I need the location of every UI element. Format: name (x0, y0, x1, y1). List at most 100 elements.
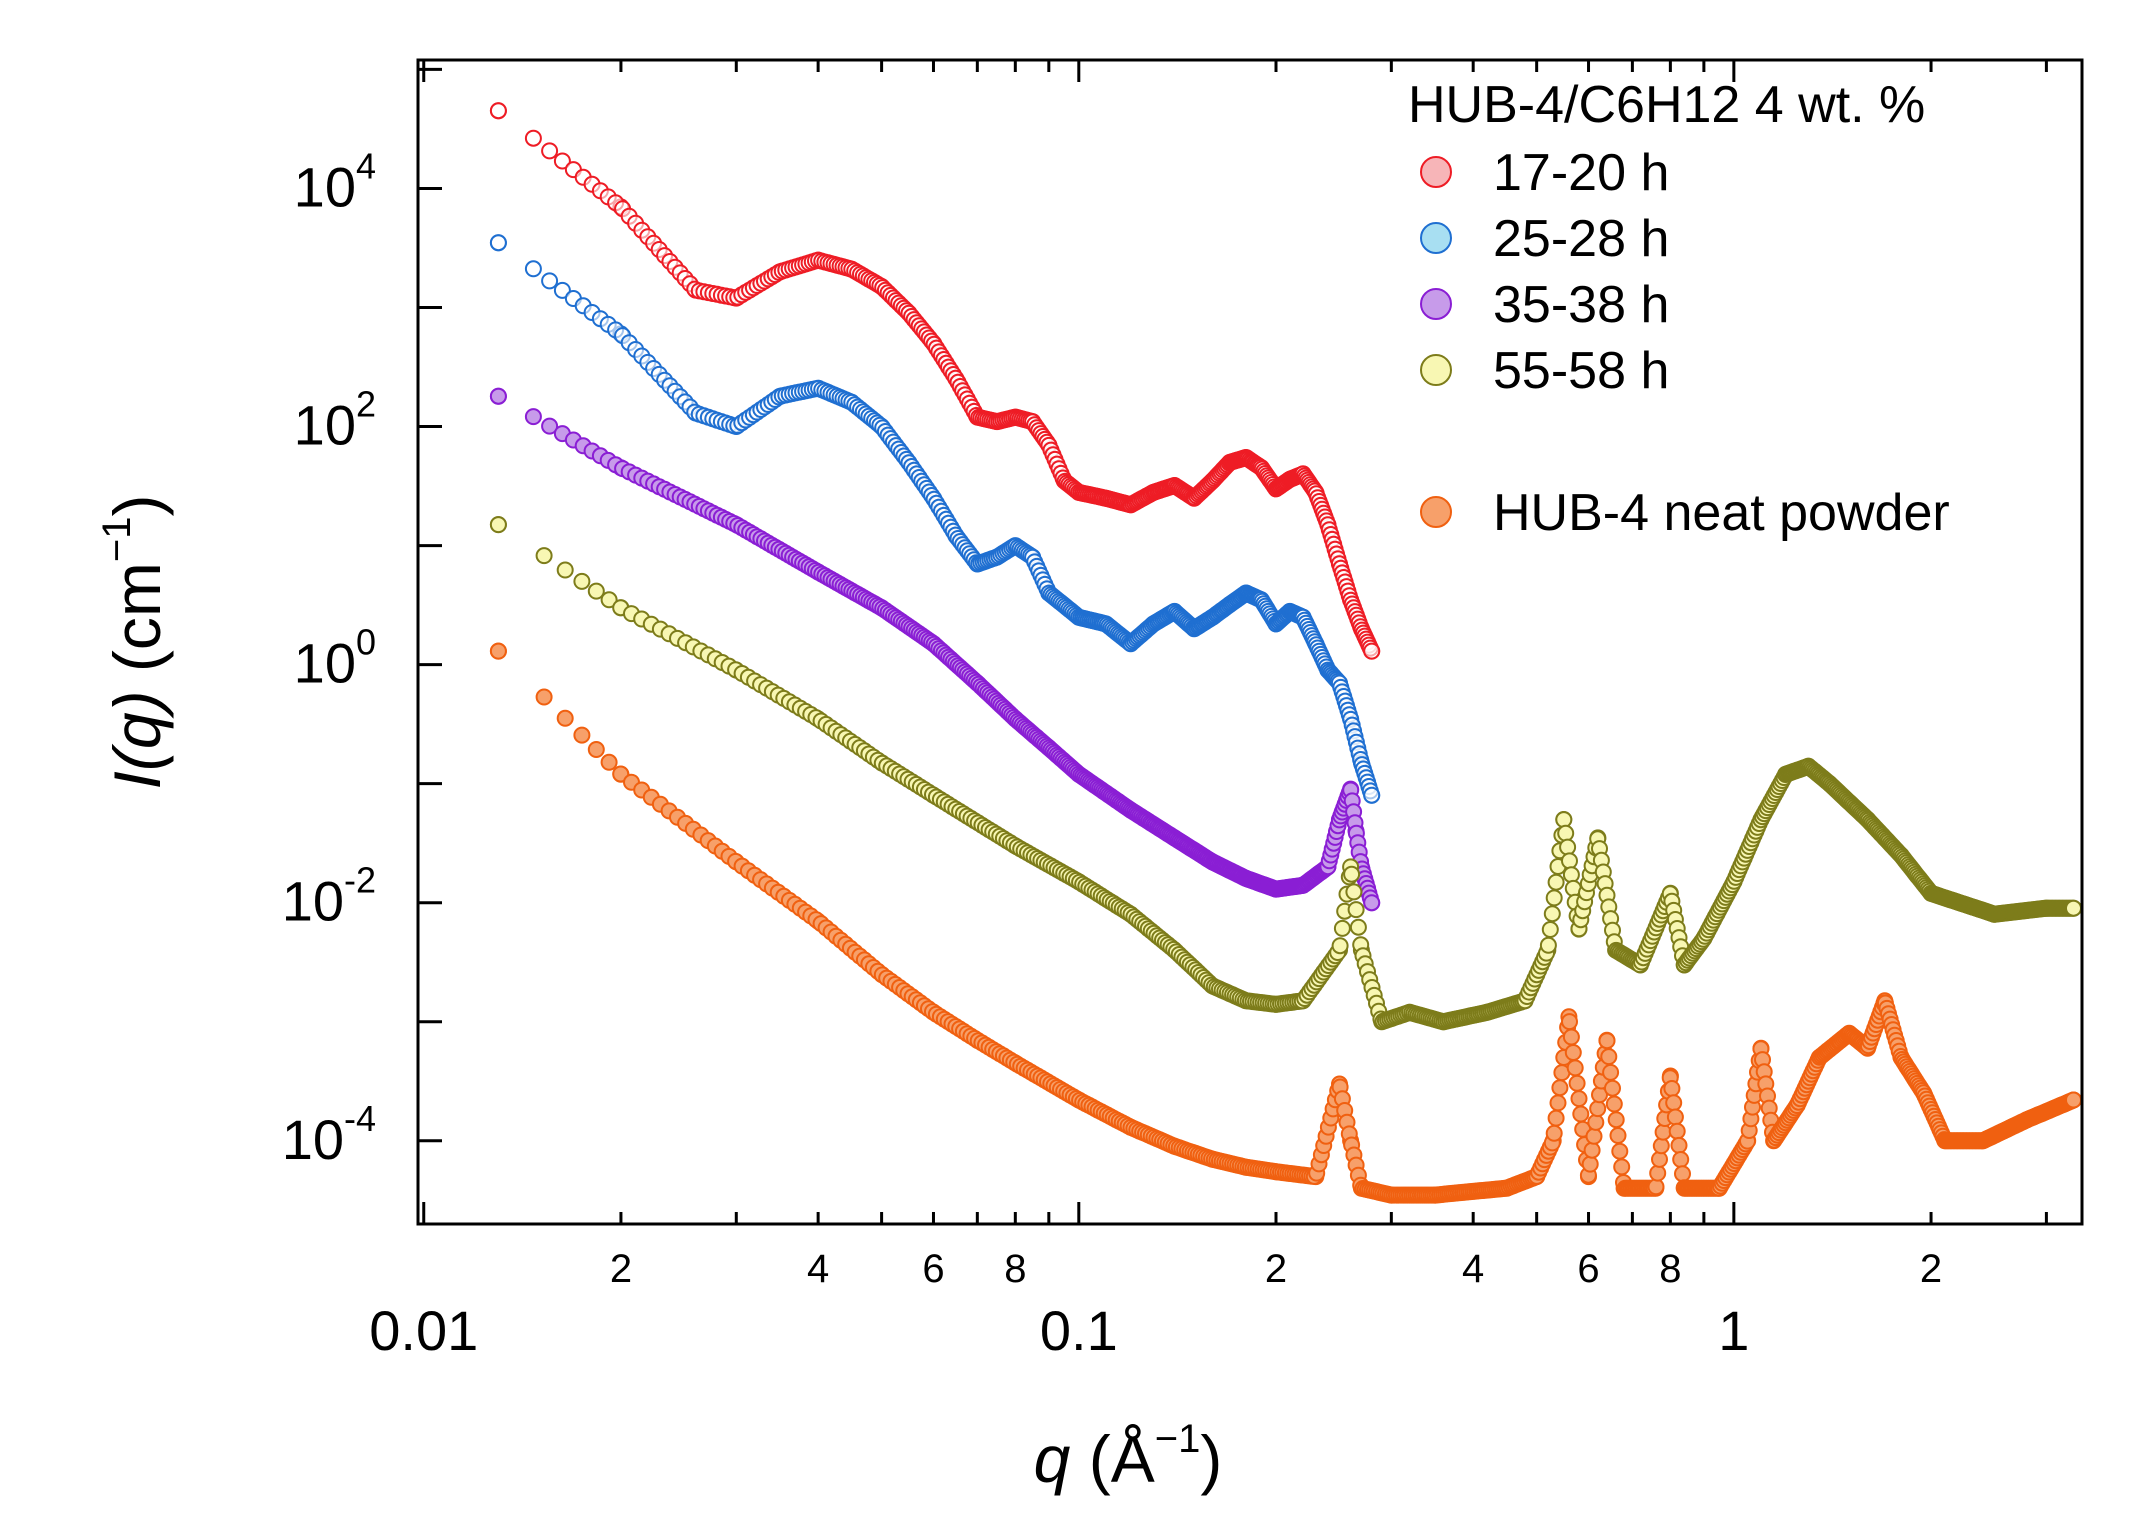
data-point (1541, 921, 1559, 938)
legend-label-neat-powder: HUB-4 neat powder (1493, 484, 1950, 542)
data-point (1562, 1028, 1580, 1046)
x-minor-tick-label: 6 (1577, 1247, 1599, 1291)
series-35-38-h (489, 387, 1381, 912)
y-axis-unit: (cm (100, 562, 174, 690)
data-point (1363, 786, 1381, 804)
series-hub-4-neat-powder (489, 642, 2082, 1204)
data-point (1585, 1127, 1603, 1145)
data-point (1665, 1094, 1683, 1112)
data-point (489, 516, 507, 534)
series-17-20-h (489, 102, 1381, 660)
data-point (1663, 1080, 1681, 1097)
data-point (553, 152, 571, 170)
data-point (1611, 1142, 1629, 1160)
x-minor-tick-label: 4 (1462, 1247, 1484, 1291)
y-tick-base: 10 (294, 155, 356, 218)
y-tick-exponent: -2 (344, 860, 376, 901)
data-point (1562, 866, 1580, 884)
x-minor-tick-label: 8 (1004, 1247, 1026, 1291)
legend-title: HUB-4/C6H12 4 wt. % (1408, 76, 1925, 134)
x-minor-tick-label: 2 (1265, 1247, 1287, 1291)
data-point (1347, 901, 1365, 919)
data-point (1672, 1151, 1690, 1168)
data-point (1607, 1111, 1625, 1129)
data-point (1547, 873, 1565, 891)
data-point (1609, 1127, 1627, 1144)
legend-marker-35-38h (1420, 288, 1452, 320)
data-point (587, 741, 605, 758)
data-point (489, 102, 507, 120)
x-axis-unit-exponent: −1 (1155, 1417, 1201, 1461)
data-point (1333, 919, 1351, 937)
y-tick-base: 10 (282, 1108, 344, 1171)
data-point (1581, 1155, 1599, 1173)
data-point (1589, 1100, 1607, 1118)
data-point (1561, 1013, 1578, 1031)
legend-marker-neat-powder (1420, 496, 1452, 528)
data-point (1551, 1079, 1569, 1097)
data-point (556, 561, 574, 579)
data-point (2065, 899, 2082, 917)
x-major-tick-label: 0.01 (369, 1299, 478, 1362)
x-minor-tick-label: 2 (1920, 1247, 1942, 1291)
x-axis-symbol: q (1034, 1422, 1071, 1496)
y-axis-symbol: I(q) (100, 690, 174, 789)
data-point (524, 129, 542, 147)
data-point (1539, 936, 1557, 954)
y-tick-base: 10 (282, 870, 344, 933)
x-axis-unit: (Å (1070, 1422, 1154, 1496)
data-point (1649, 1164, 1667, 1182)
data-point (541, 142, 559, 160)
y-axis-unit-exponent: −1 (95, 517, 139, 563)
x-minor-tick-label: 2 (610, 1247, 632, 1291)
data-point (1363, 894, 1381, 912)
data-point (556, 709, 574, 727)
y-tick-exponent: 4 (356, 145, 376, 186)
data-point (1587, 1113, 1605, 1131)
data-point (1547, 1109, 1565, 1127)
data-point (1545, 1124, 1563, 1142)
legend-marker-17-20h (1420, 156, 1452, 188)
data-point (1604, 1079, 1621, 1097)
data-point (573, 726, 591, 744)
data-point (1561, 852, 1578, 870)
data-point (489, 387, 507, 405)
data-point (1543, 905, 1561, 923)
data-point (1343, 865, 1361, 883)
data-point (1647, 1178, 1665, 1196)
data-point (489, 642, 507, 660)
data-point (1331, 937, 1349, 955)
legend-marker-55-58h (1420, 354, 1452, 386)
data-point (1345, 883, 1363, 901)
data-point (1545, 889, 1563, 907)
data-point (1668, 1122, 1686, 1140)
data-point (1670, 1136, 1688, 1154)
data-point (1651, 1150, 1668, 1168)
data-layer (489, 102, 2082, 1204)
data-point (489, 234, 507, 252)
data-point (587, 582, 605, 600)
x-minor-tick-label: 6 (922, 1247, 944, 1291)
legend-label-35-38h: 35-38 h (1493, 276, 1669, 334)
data-point (1549, 1094, 1567, 1112)
x-minor-tick-label: 8 (1659, 1247, 1681, 1291)
x-major-tick-label: 1 (1718, 1299, 1749, 1362)
data-point (600, 591, 618, 609)
data-point (573, 572, 591, 590)
legend-label-17-20h: 17-20 h (1493, 144, 1669, 202)
legend-marker-25-28h (1420, 222, 1452, 254)
data-point (1602, 1063, 1620, 1081)
y-tick-exponent: -4 (344, 1098, 376, 1139)
data-point (1566, 1059, 1584, 1077)
legend-entry-neat-powder: HUB-4 neat powder (1420, 484, 1950, 542)
data-point (1600, 1048, 1618, 1066)
data-point (1564, 1044, 1582, 1061)
y-tick-exponent: 2 (356, 384, 376, 425)
data-point (524, 260, 542, 278)
data-point (1349, 918, 1367, 936)
y-tick-base: 10 (294, 632, 356, 695)
data-point (1666, 1108, 1684, 1126)
data-point (1568, 1074, 1586, 1092)
y-tick-base: 10 (294, 394, 356, 457)
